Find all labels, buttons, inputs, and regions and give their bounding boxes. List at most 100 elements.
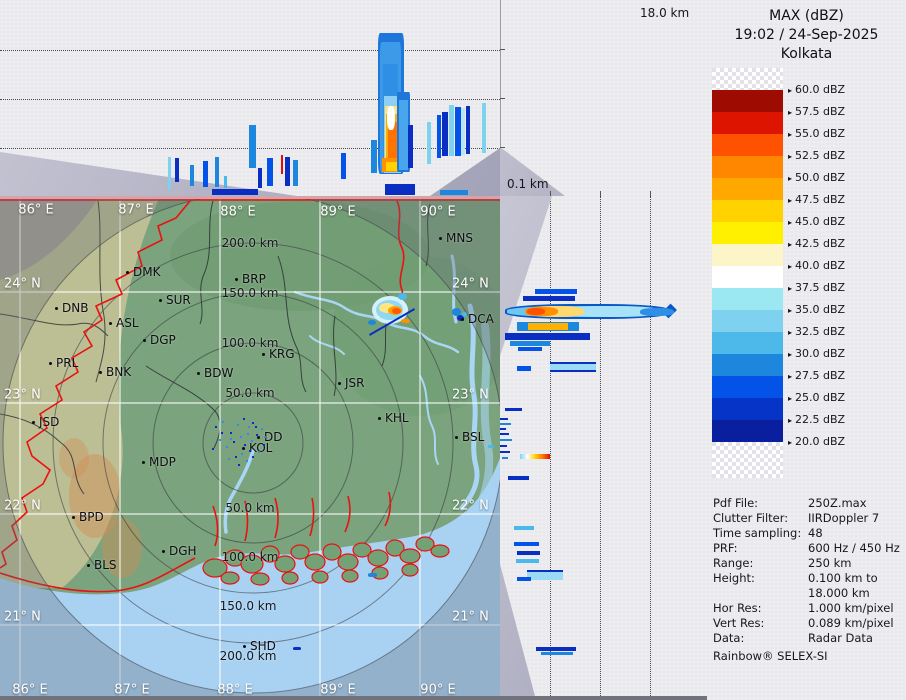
- longitude-label: 88° E: [217, 682, 253, 698]
- tick-label: 47.5 dBZ: [795, 193, 846, 206]
- rivers: [223, 254, 494, 534]
- clutter-echo: [249, 450, 251, 452]
- legend-band: [712, 310, 783, 332]
- legend-tick: ▸ 37.5 dBZ: [788, 281, 845, 294]
- legend-band: [712, 420, 783, 442]
- legend-tick: ▸ 30.0 dBZ: [788, 347, 845, 360]
- echo-row: [527, 308, 545, 315]
- echo-row: [514, 526, 534, 530]
- city-marker: [262, 353, 265, 356]
- axis-tick: [600, 191, 601, 196]
- echo-column: [224, 176, 227, 188]
- storm-echo: [462, 312, 467, 317]
- metadata-label: Pdf File:: [713, 496, 759, 510]
- clutter-echo: [246, 460, 248, 462]
- city-label: BDW: [204, 366, 234, 380]
- metadata-value: IIRDoppler 7: [808, 511, 880, 525]
- latitude-label: 23° N: [4, 387, 41, 403]
- echo-row: [640, 308, 674, 316]
- clutter-echo: [256, 434, 258, 436]
- metadata-label: Clutter Filter:: [713, 511, 789, 525]
- storm-echo: [398, 293, 407, 300]
- clutter-echo: [237, 424, 239, 426]
- legend-band: [712, 90, 783, 112]
- city-marker: [378, 417, 381, 420]
- tick-label: 40.0 dBZ: [795, 259, 846, 272]
- echo-row: [536, 647, 576, 651]
- city-marker: [143, 339, 146, 342]
- longitude-label: 89° E: [320, 204, 356, 220]
- latlon-grid: [0, 196, 500, 700]
- clutter-echo: [255, 426, 257, 428]
- metadata-row: Vert Res: 0.089 km/pixel: [713, 616, 905, 631]
- legend-tick: ▸ 47.5 dBZ: [788, 193, 845, 206]
- metadata-value: 1.000 km/pixel: [808, 601, 894, 615]
- top-height-cross-section-panel: [0, 0, 500, 196]
- storm-echo: [368, 573, 377, 577]
- city-label: BPD: [79, 510, 104, 524]
- legend-tick: ▸ 40.0 dBZ: [788, 259, 845, 272]
- side-panel-echoes: [500, 196, 706, 700]
- clutter-echo: [264, 436, 266, 438]
- clutter-echo: [252, 422, 254, 424]
- echo-row: [500, 433, 509, 435]
- storm-echo: [379, 303, 395, 313]
- metadata-label: Time sampling:: [713, 526, 802, 540]
- echo-column: [203, 161, 208, 187]
- tick-arrow-icon: ▸: [788, 218, 793, 227]
- legend-tick: ▸ 50.0 dBZ: [788, 171, 845, 184]
- legend-band: [712, 178, 783, 200]
- echo-row: [535, 289, 577, 294]
- top-panel-echoes: [0, 0, 500, 196]
- tick-label: 60.0 dBZ: [795, 83, 846, 96]
- legend-checker-top: [712, 68, 783, 90]
- storm-echo: [293, 647, 301, 650]
- tick-arrow-icon: ▸: [788, 328, 793, 337]
- city-marker: [197, 372, 200, 375]
- metadata-row: Hor Res: 1.000 km/pixel: [713, 601, 905, 616]
- clutter-echo: [233, 441, 235, 443]
- clutter-echo: [235, 456, 237, 458]
- metadata-value: 48: [808, 526, 823, 540]
- echo-column: [249, 125, 256, 168]
- clutter-echo: [222, 421, 224, 423]
- city-label: PRL: [56, 356, 79, 370]
- city-marker: [109, 322, 112, 325]
- city-label: DMK: [133, 265, 161, 279]
- echo-column: [437, 115, 441, 158]
- echo-row: [518, 347, 542, 351]
- tick-arrow-icon: ▸: [788, 196, 793, 205]
- height-gridline: [0, 50, 500, 51]
- clutter-echo: [238, 464, 240, 466]
- legend-tick: ▸ 25.0 dBZ: [788, 391, 845, 404]
- latitude-label: 23° N: [452, 387, 489, 403]
- tick-label: 57.5 dBZ: [795, 105, 846, 118]
- legend-tick: ▸ 57.5 dBZ: [788, 105, 845, 118]
- echo-row: [516, 559, 539, 563]
- map-graphics: [0, 196, 500, 700]
- echo-row: [527, 570, 563, 572]
- range-ring-label: 200.0 km: [219, 649, 277, 663]
- clutter-echo: [252, 456, 254, 458]
- echo-column: [482, 103, 486, 153]
- metadata-value: Radar Data: [808, 631, 873, 645]
- map-labels: 86° E 87° E 88° E 89° E 90° E 86° E 87° E 88° E…: [0, 196, 500, 700]
- echo-column: [399, 100, 408, 170]
- metadata-row: Range: 250 km: [713, 556, 905, 571]
- city-marker: [461, 318, 464, 321]
- brand-line: Rainbow® SELEX-SI: [713, 649, 828, 663]
- tick-label: 30.0 dBZ: [795, 347, 846, 360]
- tick-arrow-icon: ▸: [788, 438, 793, 447]
- echo-row: [508, 476, 529, 480]
- city-label: DGH: [169, 544, 197, 558]
- city-label: KOL: [249, 441, 273, 455]
- city-label: BRP: [242, 272, 266, 286]
- echo-row: [500, 439, 512, 441]
- city-label: ASL: [116, 316, 139, 330]
- range-ring-label: 150.0 km: [219, 599, 277, 613]
- axis-tick: [500, 49, 505, 50]
- axis-tick: [500, 147, 505, 148]
- echo-column: [215, 157, 219, 187]
- echo-row: [527, 570, 563, 580]
